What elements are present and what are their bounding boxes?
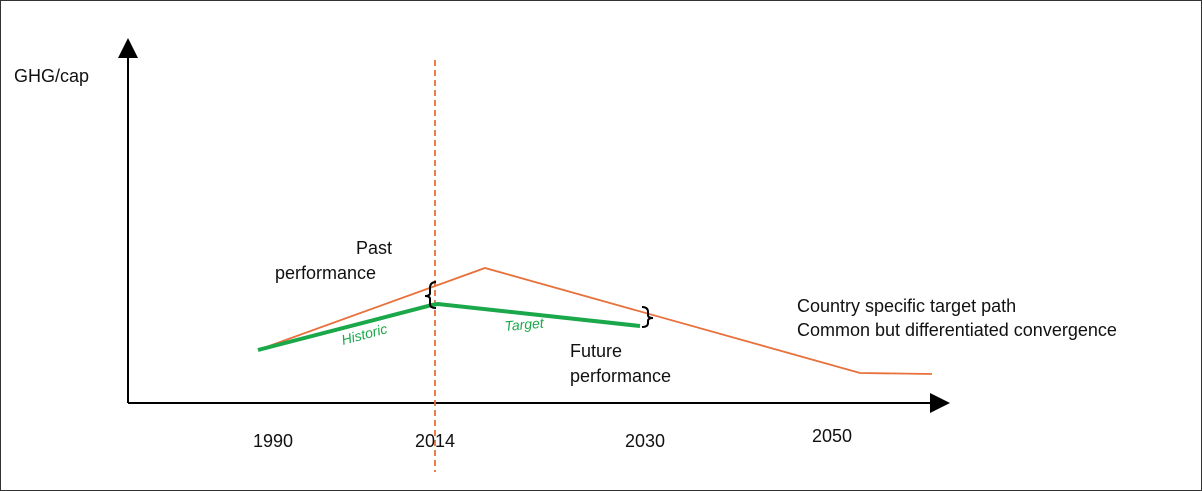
annotation: Past (356, 238, 392, 258)
past-brace (424, 281, 437, 309)
x-label: 1990 (253, 431, 293, 451)
x-label: 2050 (812, 426, 852, 446)
x-label: 2014 (415, 431, 455, 451)
convergence-path (257, 267, 933, 375)
annotation: Common but differentiated convergence (797, 320, 1117, 340)
annotation: Country specific target path (797, 296, 1016, 316)
x-label: 2030 (625, 431, 665, 451)
annotation: performance (275, 263, 376, 283)
future-brace (641, 306, 654, 328)
performance-path (257, 301, 641, 352)
annotation: Future (570, 341, 622, 361)
y-axis-label: GHG/cap (14, 66, 89, 86)
target-label: Target (504, 315, 546, 334)
annotation: performance (570, 366, 671, 386)
